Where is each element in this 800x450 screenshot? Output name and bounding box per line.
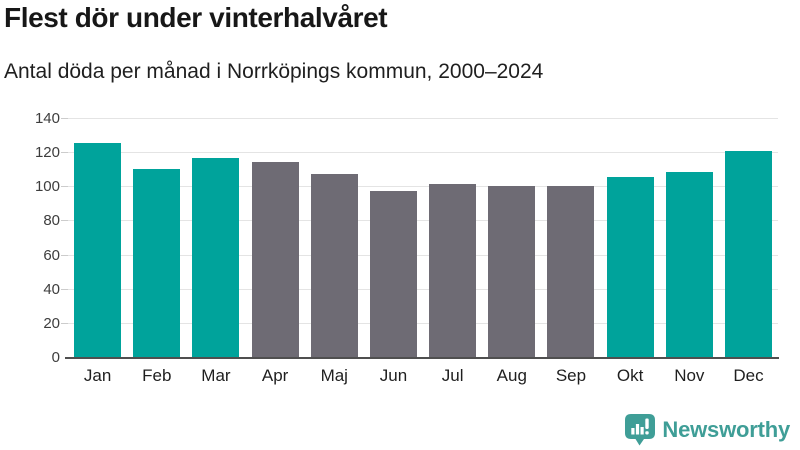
newsworthy-logo: Newsworthy bbox=[625, 414, 790, 446]
bar-slot-sep bbox=[541, 119, 600, 358]
bar-okt bbox=[606, 177, 654, 358]
gridline-20 bbox=[68, 322, 778, 324]
x-axis-label-jun: Jun bbox=[379, 366, 408, 385]
bar-dec bbox=[724, 151, 772, 358]
y-axis-label-20: 20 bbox=[43, 314, 60, 332]
bar-feb bbox=[133, 168, 181, 358]
chart-subtitle: Antal döda per månad i Norrköpings kommu… bbox=[4, 60, 544, 83]
x-axis-label-jul: Jul bbox=[441, 366, 464, 385]
bar-maj bbox=[310, 173, 358, 358]
bar-slot-jul bbox=[423, 119, 482, 358]
gridline-140 bbox=[68, 118, 778, 119]
logo-bar-1 bbox=[631, 428, 635, 435]
gridline-40 bbox=[68, 288, 778, 290]
chart-plot-area: 0 20 40 60 80 100 120 140 bbox=[35, 111, 779, 366]
logo-bar-2 bbox=[636, 424, 640, 435]
bar-jun bbox=[369, 190, 417, 358]
chart-title: Flest dör under vinterhalvåret bbox=[4, 2, 388, 33]
gridline-120 bbox=[68, 152, 778, 154]
bars bbox=[68, 119, 778, 358]
logo-exclamation-line bbox=[645, 418, 650, 429]
bar-slot-mar bbox=[186, 119, 245, 358]
y-axis-label-60: 60 bbox=[43, 246, 60, 264]
logo-exclamation-dot bbox=[645, 431, 650, 435]
bar-slot-jan bbox=[68, 119, 127, 358]
bar-slot-dec bbox=[719, 119, 778, 358]
x-axis-label-jan: Jan bbox=[83, 366, 112, 385]
bar-slot-jun bbox=[364, 119, 423, 358]
x-axis-label-aug: Aug bbox=[496, 366, 527, 385]
x-axis-label-sep: Sep bbox=[555, 366, 587, 385]
x-axis-label-maj: Maj bbox=[320, 366, 348, 385]
bar-slot-aug bbox=[482, 119, 541, 358]
x-axis-label-feb: Feb bbox=[142, 366, 172, 385]
y-axis-tick-120 bbox=[61, 152, 68, 154]
x-axis-label-nov: Nov bbox=[674, 366, 705, 385]
logo-bar-3 bbox=[640, 427, 645, 435]
x-axis-labels: Jan Feb Mar Apr Maj Jun Jul Aug Sep Okt Nov Dec bbox=[68, 366, 778, 386]
bar-slot-feb bbox=[127, 119, 186, 358]
y-axis-tick-20 bbox=[61, 322, 68, 324]
newsworthy-speech-bubble-icon bbox=[625, 414, 656, 446]
y-axis-label-120: 120 bbox=[34, 144, 60, 162]
y-axis-label-40: 40 bbox=[43, 280, 60, 298]
bar-nov bbox=[665, 171, 713, 358]
bar-jan bbox=[74, 142, 122, 358]
bar-sep bbox=[547, 185, 595, 358]
y-axis-tick-80 bbox=[61, 220, 68, 222]
newsworthy-logo-text: Newsworthy bbox=[662, 417, 790, 442]
x-axis-label-apr: Apr bbox=[261, 366, 289, 385]
bar-slot-okt bbox=[601, 119, 660, 358]
x-axis-label-dec: Dec bbox=[733, 366, 764, 385]
gridline-80 bbox=[68, 220, 778, 222]
bar-slot-apr bbox=[246, 119, 305, 358]
y-axis-label-80: 80 bbox=[43, 212, 60, 230]
x-axis-line bbox=[65, 357, 779, 359]
bar-slot-maj bbox=[305, 119, 364, 358]
y-axis-tick-140 bbox=[61, 118, 68, 119]
bar-mar bbox=[192, 158, 240, 358]
y-axis-label-100: 100 bbox=[34, 178, 60, 196]
y-axis-tick-60 bbox=[61, 254, 68, 256]
y-axis-label-140: 140 bbox=[34, 110, 60, 127]
bar-slot-nov bbox=[660, 119, 719, 358]
gridline-100 bbox=[68, 186, 778, 188]
y-axis-label-0: 0 bbox=[51, 349, 60, 366]
gridline-60 bbox=[68, 254, 778, 256]
y-axis-tick-40 bbox=[61, 288, 68, 290]
bar-aug bbox=[488, 185, 536, 358]
x-axis-label-mar: Mar bbox=[201, 366, 231, 385]
bar-jul bbox=[429, 183, 477, 358]
y-axis-tick-100 bbox=[61, 186, 68, 188]
x-axis-label-okt: Okt bbox=[616, 366, 644, 385]
bar-apr bbox=[251, 161, 299, 358]
